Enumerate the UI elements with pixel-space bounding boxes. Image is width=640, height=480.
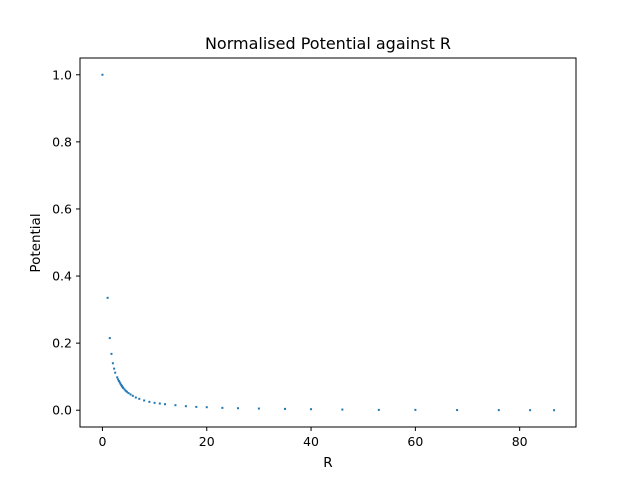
data-point	[497, 409, 500, 412]
x-tick-label: 20	[199, 434, 215, 449]
y-axis-label: Potential	[28, 213, 44, 272]
y-tick-label: 0.0	[52, 403, 72, 418]
data-point	[143, 399, 146, 402]
data-point	[120, 385, 123, 388]
data-point	[131, 394, 134, 397]
data-point	[114, 371, 117, 374]
data-point	[117, 378, 120, 381]
data-point	[148, 400, 151, 403]
data-point	[129, 393, 132, 396]
x-axis-label: R	[323, 455, 332, 471]
data-point	[257, 407, 260, 410]
data-point	[108, 337, 111, 340]
data-point	[111, 362, 114, 365]
data-point	[553, 409, 556, 412]
data-point	[529, 409, 532, 412]
chart-title: Normalised Potential against R	[205, 34, 451, 53]
x-tick-label: 60	[407, 434, 423, 449]
y-tick-label: 0.4	[52, 269, 72, 284]
y-tick-label: 0.6	[52, 201, 72, 216]
data-point	[195, 405, 198, 408]
data-point	[164, 403, 167, 406]
data-point	[124, 389, 127, 392]
data-point	[101, 73, 104, 76]
data-point	[134, 396, 137, 399]
plot-frame	[79, 57, 577, 428]
data-point	[153, 401, 156, 404]
y-tick-label: 0.8	[52, 134, 72, 149]
data-point	[117, 380, 120, 383]
data-point	[122, 387, 125, 390]
data-point	[310, 408, 313, 411]
data-point	[113, 367, 116, 370]
data-point	[414, 408, 417, 411]
data-point	[119, 382, 122, 385]
x-tick-label: 40	[303, 434, 319, 449]
y-tick-label: 0.2	[52, 336, 72, 351]
data-point	[110, 352, 113, 355]
x-tick-label: 0	[98, 434, 106, 449]
y-axis-ticks: 0.0 0.2 0.4 0.6 0.8 1.0	[52, 67, 80, 418]
data-point	[127, 392, 130, 395]
data-point	[205, 406, 208, 409]
data-point	[116, 376, 119, 379]
data-point	[125, 390, 128, 393]
data-point	[377, 408, 380, 411]
data-point	[341, 408, 344, 411]
data-point	[158, 402, 161, 405]
x-axis-ticks: 0 20 40 60 80	[98, 427, 528, 449]
data-point	[184, 405, 187, 408]
data-point	[283, 407, 286, 410]
data-point	[123, 388, 126, 391]
data-point	[221, 406, 224, 409]
data-point	[138, 397, 141, 400]
data-point	[106, 296, 109, 299]
y-tick-label: 1.0	[52, 67, 72, 82]
data-point	[237, 407, 240, 410]
x-tick-label: 80	[512, 434, 528, 449]
data-point	[118, 381, 121, 384]
data-points	[101, 73, 556, 412]
data-point	[121, 386, 124, 389]
data-point	[174, 404, 177, 407]
data-point	[456, 409, 459, 412]
